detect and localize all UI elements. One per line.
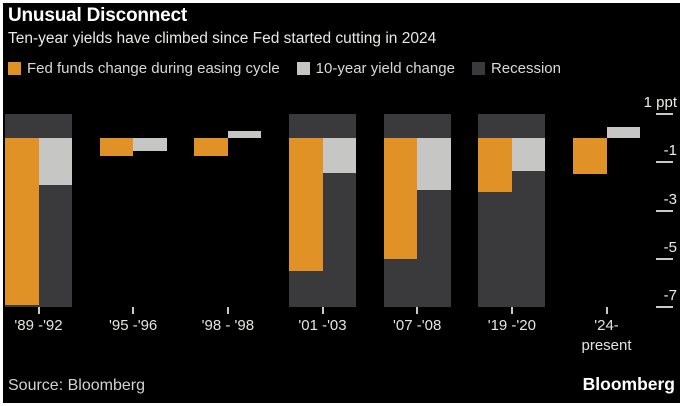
bloomberg-logo: Bloomberg <box>582 374 675 394</box>
x-tick <box>37 307 40 314</box>
source-text: Source: Bloomberg <box>8 377 145 394</box>
ten-year-bar <box>511 138 546 171</box>
y-tick <box>656 209 673 212</box>
ten-year-bar <box>227 130 262 139</box>
legend-label-fed-funds: Fed funds change during easing cycle <box>27 60 280 77</box>
x-tick-label: '19 -'20 <box>487 317 536 334</box>
y-tick <box>656 306 673 308</box>
fed-funds-bar <box>289 138 323 271</box>
ten-year-bar <box>606 127 641 139</box>
ten-year-bar <box>322 138 356 174</box>
legend: Fed funds change during easing cycle 10-… <box>8 60 561 77</box>
ten-year-bar <box>38 138 72 186</box>
x-tick-label: '24- present <box>581 317 632 355</box>
y-tick <box>656 113 673 115</box>
legend-label-ten-year: 10-year yield change <box>315 60 455 77</box>
chart-subtitle: Ten-year yields have climbed since Fed s… <box>8 30 437 47</box>
y-tick <box>656 161 673 164</box>
legend-item-fed-funds: Fed funds change during easing cycle <box>8 60 280 77</box>
chart-canvas: Unusual Disconnect Ten-year yields have … <box>3 3 680 403</box>
x-tick <box>416 307 419 314</box>
x-tick <box>605 307 608 314</box>
legend-item-recession: Recession <box>471 60 561 77</box>
fed-funds-bar <box>478 138 512 193</box>
legend-label-recession: Recession <box>490 60 561 77</box>
x-tick <box>510 307 513 314</box>
y-tick <box>656 257 673 260</box>
fed-funds-bar <box>573 138 607 175</box>
x-tick-label: '89 -'92 <box>14 317 63 334</box>
fed-funds-bar <box>99 138 134 157</box>
ten-year-bar <box>417 138 451 190</box>
x-tick-label: '07 -'08 <box>393 317 442 334</box>
bar-chart-plot: '89 -'92 '95 -'96 '98 - '98 '01 -'03 '07 -'0… <box>3 3 680 403</box>
y-tick-label: -1 <box>663 142 677 160</box>
y-tick-label: 1 ppt <box>643 94 677 111</box>
x-tick <box>321 307 324 314</box>
x-tick-label: '01 -'03 <box>298 317 347 334</box>
fed-funds-swatch-icon <box>8 62 21 75</box>
fed-funds-bar <box>194 138 228 157</box>
y-tick-label: -7 <box>663 287 677 304</box>
x-tick-label: '98 - '98 <box>201 317 255 334</box>
ten-year-bar <box>133 138 167 152</box>
y-tick-label: -3 <box>663 190 677 208</box>
chart-title: Unusual Disconnect <box>8 5 188 26</box>
legend-item-ten-year: 10-year yield change <box>296 60 455 77</box>
ten-year-swatch-icon <box>296 62 310 75</box>
x-tick-label: '95 -'96 <box>109 317 158 334</box>
fed-funds-bar <box>383 138 418 259</box>
x-tick <box>132 307 135 314</box>
recession-swatch-icon <box>471 62 485 75</box>
fed-funds-bar <box>5 138 39 305</box>
y-tick-label: -5 <box>663 238 677 256</box>
x-tick <box>226 307 229 314</box>
